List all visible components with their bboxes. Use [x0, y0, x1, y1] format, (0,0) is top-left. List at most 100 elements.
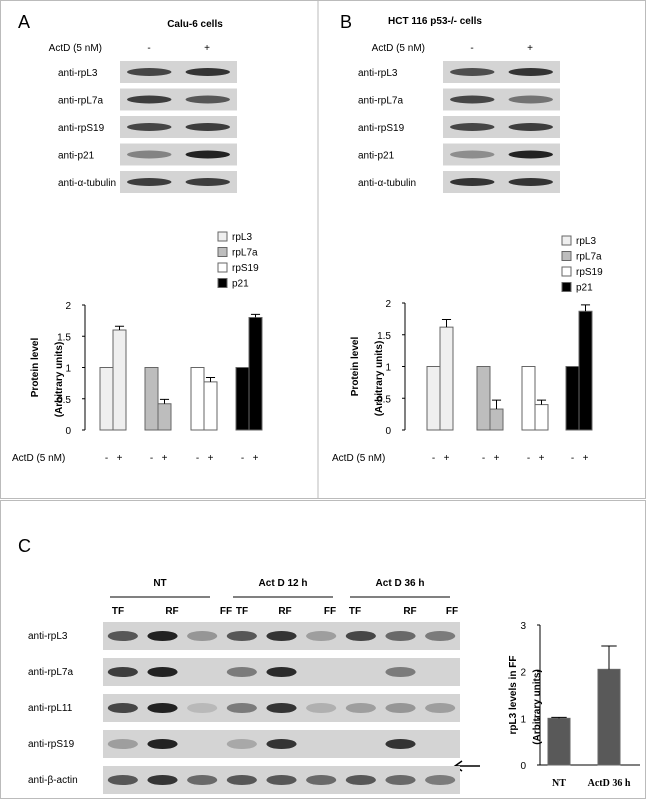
x-tick-label: -: [105, 453, 108, 464]
panel-letter: A: [18, 12, 30, 32]
band: [306, 702, 337, 714]
blot: [443, 171, 560, 193]
band: [266, 738, 297, 750]
error-bar: [159, 398, 170, 404]
bar: [190, 367, 205, 431]
legend-label: rpS19: [576, 267, 603, 278]
bar: [547, 717, 571, 766]
bar: [578, 310, 593, 431]
blot-label: anti-rpL7a: [28, 667, 73, 678]
legend-label: rpL7a: [576, 252, 602, 263]
band: [306, 774, 337, 786]
legend-label: rpL3: [232, 232, 252, 243]
band: [385, 738, 416, 750]
lane-label: -: [147, 43, 150, 54]
blot-label: anti-rpL11: [28, 703, 73, 714]
legend-label: rpL3: [576, 236, 596, 247]
blot: [120, 116, 237, 138]
band: [185, 178, 230, 186]
band: [226, 666, 257, 678]
x-tick-label: -: [432, 453, 435, 464]
bar: [489, 408, 504, 431]
bar: [476, 366, 491, 431]
error-bar: [580, 304, 591, 312]
y-tick-label: 0: [520, 761, 526, 772]
band: [147, 630, 178, 642]
blot-label: anti-rpS19: [28, 739, 75, 750]
panel-letter: B: [340, 12, 352, 32]
x-tick-label: -: [527, 453, 530, 464]
band: [266, 666, 297, 678]
lane-label: +: [204, 43, 210, 54]
fraction-label: FF: [446, 606, 458, 617]
blot-label: anti-α-tubulin: [358, 178, 416, 189]
legend-swatch: [561, 251, 572, 261]
bar: [565, 366, 580, 431]
lane-label: +: [527, 43, 533, 54]
band: [127, 150, 172, 159]
panel-title: HCT 116 p53-/- cells: [388, 16, 482, 27]
blot: [443, 143, 560, 166]
group-label: Act D 36 h: [376, 578, 425, 589]
bar: [144, 367, 159, 431]
band: [508, 123, 553, 131]
band: [107, 738, 138, 750]
band: [107, 666, 138, 678]
y-tick-label: 1: [65, 364, 71, 375]
fraction-label: FF: [324, 606, 336, 617]
band: [508, 95, 553, 104]
blot-label: anti-rpL7a: [358, 96, 403, 107]
legend-swatch: [561, 235, 572, 246]
fraction-label: FF: [220, 606, 232, 617]
band: [425, 774, 456, 786]
blot-label: anti-rpS19: [58, 123, 105, 134]
band: [147, 702, 178, 714]
error-bar: [441, 319, 452, 328]
x-tick-label: NT: [552, 778, 566, 789]
legend-swatch: [217, 278, 228, 288]
blot-label: anti-rpS19: [358, 123, 405, 134]
bar: [99, 367, 114, 431]
blot: [443, 61, 560, 83]
x-tick-label: +: [208, 453, 214, 464]
blot-label: anti-p21: [58, 151, 95, 162]
band: [385, 774, 416, 786]
bar: [112, 329, 127, 431]
band: [450, 68, 495, 76]
band: [107, 702, 138, 714]
band: [508, 68, 553, 76]
band: [185, 123, 230, 131]
bar: [248, 317, 263, 431]
bar: [521, 366, 536, 431]
blot: [120, 88, 237, 111]
band: [185, 150, 230, 159]
y-tick-label: 0.5: [57, 395, 71, 406]
blot: [120, 61, 237, 83]
band: [127, 123, 172, 131]
fraction-label: TF: [236, 606, 248, 617]
x-tick-label: +: [117, 453, 123, 464]
band: [147, 738, 178, 750]
x-tick-label: +: [583, 453, 589, 464]
panel-title: Calu-6 cells: [167, 19, 223, 30]
x-tick-label: ActD 36 h: [588, 778, 631, 789]
blot-label: anti-rpL3: [358, 68, 398, 79]
bar: [439, 326, 454, 431]
band: [508, 178, 553, 186]
panel-letter: C: [18, 536, 31, 556]
blot: [120, 171, 237, 193]
y-tick-label: 0: [385, 426, 391, 437]
band: [450, 95, 495, 104]
y-tick-label: 1: [520, 714, 526, 725]
band: [226, 738, 257, 750]
band: [508, 150, 553, 159]
band: [187, 702, 218, 714]
band: [425, 630, 456, 642]
y-tick-label: 2: [520, 668, 526, 679]
band: [226, 630, 257, 642]
fraction-label: RF: [165, 606, 178, 617]
band: [385, 702, 416, 714]
blot-label: anti-β-actin: [28, 775, 78, 786]
fraction-label: TF: [112, 606, 124, 617]
legend-swatch: [217, 262, 228, 273]
